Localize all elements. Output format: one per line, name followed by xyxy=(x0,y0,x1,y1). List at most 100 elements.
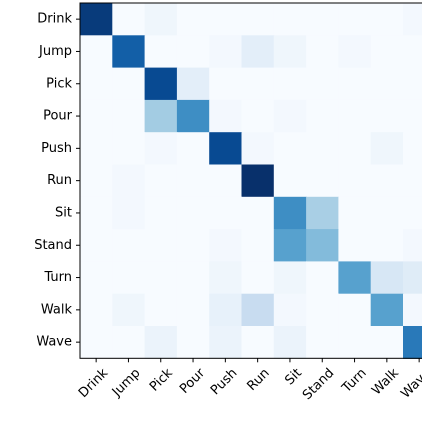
x-tick-label-wave: Wave xyxy=(398,366,422,402)
heatmap-cell-walk-stand xyxy=(306,293,339,327)
heatmap-cell-sit-jump xyxy=(112,196,146,230)
y-tick-label-sit: Sit xyxy=(55,205,72,220)
heatmap-cell-stand-sit xyxy=(273,229,307,262)
heatmap-cell-wave-pick xyxy=(144,326,178,359)
heatmap-cell-push-push xyxy=(209,132,243,166)
heatmap-cell-pour-drink xyxy=(80,99,113,133)
heatmap-cell-turn-stand xyxy=(306,261,339,295)
x-tick-label-jump: Jump xyxy=(109,366,144,401)
heatmap-cell-push-stand xyxy=(306,132,339,166)
heatmap-cell-pour-stand xyxy=(306,99,339,133)
heatmap-cell-stand-turn xyxy=(338,229,372,262)
heatmap-cell-stand-stand xyxy=(306,229,339,262)
heatmap-cell-wave-jump xyxy=(112,326,146,359)
heatmap-cell-walk-walk xyxy=(370,293,404,327)
heatmap-cell-wave-turn xyxy=(338,326,372,359)
heatmap-cell-wave-sit xyxy=(273,326,307,359)
y-tick-label-pick: Pick xyxy=(46,76,72,91)
heatmap-cell-pick-stand xyxy=(306,67,339,101)
heatmap-cell-sit-drink xyxy=(80,196,113,230)
heatmap-cell-jump-stand xyxy=(306,35,339,69)
heatmap-cell-stand-walk xyxy=(370,229,404,262)
heatmap-cell-sit-run xyxy=(241,196,275,230)
heatmap-cell-walk-push xyxy=(209,293,243,327)
x-tick-label-pick: Pick xyxy=(147,365,176,394)
x-tick-label-turn: Turn xyxy=(339,366,370,397)
heatmap-cell-push-turn xyxy=(338,132,372,166)
heatmap-cell-jump-pick xyxy=(144,35,178,69)
heatmap-cell-run-pour xyxy=(176,164,210,198)
heatmap-cell-pick-jump xyxy=(112,67,146,101)
heatmap-cell-stand-drink xyxy=(80,229,113,262)
heatmap-cell-pick-drink xyxy=(80,67,113,101)
heatmap-cell-pour-push xyxy=(209,99,243,133)
heatmap-cell-wave-wave xyxy=(403,326,422,359)
heatmap-cell-walk-wave xyxy=(403,293,422,327)
heatmap-cell-turn-push xyxy=(209,261,243,295)
heatmap-cell-wave-push xyxy=(209,326,243,359)
heatmap-cell-walk-run xyxy=(241,293,275,327)
heatmap-cell-push-pick xyxy=(144,132,178,166)
heatmap-cell-run-wave xyxy=(403,164,422,198)
x-tick-label-stand: Stand xyxy=(300,366,337,403)
heatmap-cell-pour-turn xyxy=(338,99,372,133)
heatmap-cell-run-stand xyxy=(306,164,339,198)
heatmap-cell-jump-pour xyxy=(176,35,210,69)
heatmap-cell-jump-push xyxy=(209,35,243,69)
heatmap-cell-push-sit xyxy=(273,132,307,166)
heatmap-cell-sit-pick xyxy=(144,196,178,230)
heatmap-cell-pour-sit xyxy=(273,99,307,133)
heatmap-cell-pour-jump xyxy=(112,99,146,133)
heatmap-cell-wave-run xyxy=(241,326,275,359)
heatmap-cell-pick-walk xyxy=(370,67,404,101)
heatmap-cell-push-jump xyxy=(112,132,146,166)
heatmap-cell-run-turn xyxy=(338,164,372,198)
heatmap-cell-drink-drink xyxy=(80,3,113,36)
plot-frame xyxy=(79,2,422,359)
heatmap-cell-jump-wave xyxy=(403,35,422,69)
heatmap-cell-drink-turn xyxy=(338,3,372,36)
heatmap-cell-turn-drink xyxy=(80,261,113,295)
heatmap-cell-wave-pour xyxy=(176,326,210,359)
heatmap-cell-walk-drink xyxy=(80,293,113,327)
heatmap-cell-pick-sit xyxy=(273,67,307,101)
heatmap-cell-run-drink xyxy=(80,164,113,198)
heatmap-cell-pour-run xyxy=(241,99,275,133)
heatmap-cell-drink-stand xyxy=(306,3,339,36)
heatmap-cell-sit-sit xyxy=(273,196,307,230)
heatmap-cell-drink-pick xyxy=(144,3,178,36)
heatmap-cell-pick-wave xyxy=(403,67,422,101)
heatmap-cell-sit-turn xyxy=(338,196,372,230)
y-tick-label-wave: Wave xyxy=(36,335,72,350)
heatmap-cell-sit-walk xyxy=(370,196,404,230)
x-tick-label-push: Push xyxy=(208,366,240,398)
heatmap-cell-sit-pour xyxy=(176,196,210,230)
heatmap-cell-turn-turn xyxy=(338,261,372,295)
x-tick-label-run: Run xyxy=(244,366,272,394)
heatmap-cell-walk-turn xyxy=(338,293,372,327)
heatmap-cell-turn-run xyxy=(241,261,275,295)
y-tick-label-jump: Jump xyxy=(38,44,72,59)
heatmap-cell-wave-drink xyxy=(80,326,113,359)
heatmap-cell-pour-pour xyxy=(176,99,210,133)
heatmap-cell-turn-sit xyxy=(273,261,307,295)
heatmap-cell-stand-pour xyxy=(176,229,210,262)
heatmap-cell-stand-jump xyxy=(112,229,146,262)
heatmap-cell-drink-push xyxy=(209,3,243,36)
heatmap-cell-turn-jump xyxy=(112,261,146,295)
heatmap-cell-sit-stand xyxy=(306,196,339,230)
heatmap-cell-push-run xyxy=(241,132,275,166)
heatmap-cell-pick-turn xyxy=(338,67,372,101)
y-tick-label-run: Run xyxy=(47,173,72,188)
heatmap-cell-wave-stand xyxy=(306,326,339,359)
y-tick-label-push: Push xyxy=(41,141,72,156)
y-tick-label-turn: Turn xyxy=(43,270,72,285)
x-tick-label-walk: Walk xyxy=(369,365,402,398)
heatmap-cell-drink-sit xyxy=(273,3,307,36)
heatmap-cell-jump-jump xyxy=(112,35,146,69)
heatmap-cell-push-wave xyxy=(403,132,422,166)
heatmap-cell-sit-wave xyxy=(403,196,422,230)
heatmap-cell-stand-run xyxy=(241,229,275,262)
